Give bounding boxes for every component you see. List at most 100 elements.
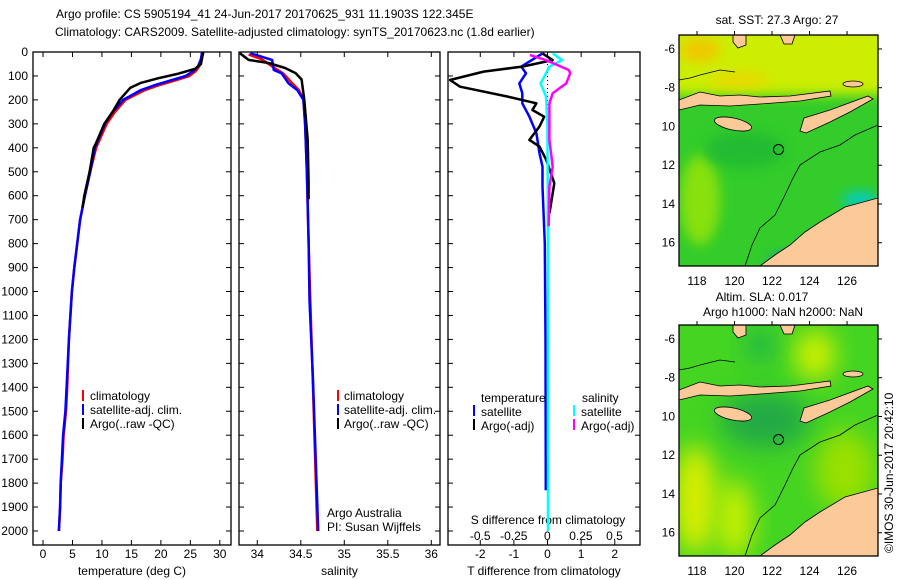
depth-tick-label: 2000 [1, 524, 28, 538]
land-mass-wetar [842, 370, 864, 378]
land-mass [779, 325, 796, 335]
depth-tick-label: 300 [8, 117, 28, 131]
sst-map [679, 35, 878, 266]
depth-tick-label: 100 [8, 69, 28, 83]
x-axis-label: T difference from climatology [467, 564, 621, 578]
credit-org: Argo Australia [327, 506, 402, 520]
depth-tick-label: 1500 [1, 404, 28, 418]
legend-label-argo: Argo(..raw -QC) [344, 417, 429, 431]
land-mass-sumba [713, 406, 753, 422]
x-tick-label: 15 [125, 547, 139, 561]
legend-label-s-argo: Argo(-adj) [581, 419, 634, 433]
x-tick-label: -1 [509, 547, 520, 561]
map2-subtitle: Argo h1000: NaN h2000: NaN [703, 305, 863, 319]
title-line-1: Argo profile: CS 5905194_41 24-Jun-2017 … [56, 7, 473, 21]
salinity-legend: climatology satellite-adj. clim. Argo(..… [327, 389, 436, 534]
bathymetry-contour [744, 414, 878, 556]
map-frame [678, 324, 879, 557]
map-frame [678, 34, 879, 267]
legend-label-climatology: climatology [344, 389, 404, 403]
legend-marker-t-satellite [473, 405, 475, 416]
x-tick-label: 25 [184, 547, 198, 561]
depth-tick-label: 600 [8, 189, 28, 203]
depth-tick-label: 400 [8, 141, 28, 155]
sla-high-patch [717, 480, 753, 556]
depth-tick-label: 900 [8, 261, 28, 275]
land-mass [799, 385, 874, 424]
sst-light-patch [680, 155, 720, 245]
land-mass-wetar [842, 80, 864, 88]
lon-tick-label: 120 [725, 274, 745, 288]
x-tick-label: 0 [40, 547, 47, 561]
lat-tick-label: 14 [662, 197, 676, 211]
sla-map [679, 325, 878, 556]
temperature-legend: climatology satellite-adj. clim. Argo(..… [82, 389, 182, 431]
lat-tick-label: 16 [662, 236, 676, 250]
x-tick-label: 1 [578, 547, 585, 561]
legend-label-satellite-adj: satellite-adj. clim. [90, 403, 182, 417]
land-mass [732, 35, 747, 49]
legend-label-argo: Argo(..raw -QC) [90, 417, 175, 431]
lat-tick-label: 10 [662, 119, 676, 133]
x-axis-label: salinity [321, 564, 358, 578]
series-line-climatology [57, 51, 204, 532]
timestamp: ©IMOS 30-Jun-2017 20:42:10 [882, 392, 896, 553]
lat-tick-label: 12 [662, 448, 676, 462]
lon-tick-label: 126 [837, 564, 857, 578]
lon-tick-label: 120 [725, 564, 745, 578]
x-tick-label: 5 [69, 547, 76, 561]
sst-warm-patch [680, 38, 720, 62]
lon-tick-label: 126 [837, 274, 857, 288]
legend-marker-climatology [337, 390, 339, 401]
lon-tick-label: 118 [687, 274, 706, 288]
sla-high-patch [795, 330, 835, 380]
salinity-panel: 34 34.5 35 35.5 36 salinity [238, 51, 441, 578]
series-line-salinity-satellite [539, 52, 564, 531]
bathymetry-contour [744, 124, 878, 266]
land-mass [759, 197, 878, 266]
argo-position-marker [773, 434, 784, 446]
series-line-satellite-adj-clim [57, 51, 204, 532]
depth-tick-label: 0 [21, 45, 28, 59]
map1-title: sat. SST: 27.3 Argo: 27 [716, 13, 839, 27]
difference-legend: temperature salinity satellite Argo(-adj… [473, 391, 634, 433]
title-line-2: Climatology: CARS2009. Satellite-adjuste… [55, 25, 535, 39]
x-tick-label: 34.5 [289, 547, 313, 561]
lat-tick-label: -6 [664, 332, 675, 346]
x-tick-label: 2 [611, 547, 618, 561]
legend-label-t-argo: Argo(-adj) [481, 419, 534, 433]
land-mass-sumba [713, 116, 753, 132]
land-mass [799, 95, 874, 134]
sla-low-patch [745, 327, 775, 363]
depth-tick-label: 1800 [1, 476, 28, 490]
land-mass [679, 90, 832, 111]
bathymetry-contour [679, 69, 736, 81]
legend-marker-s-argo [573, 419, 575, 430]
x-tick-label: 0 [544, 547, 551, 561]
legend-label-satellite-adj: satellite-adj. clim. [344, 403, 436, 417]
lat-tick-label: 14 [662, 487, 676, 501]
s-tick-label: 0.25 [569, 529, 593, 543]
series-line-temperature-argo-adj [448, 52, 556, 214]
sla-high-patch [815, 430, 875, 510]
legend-heading-temperature: temperature [481, 391, 546, 405]
sla-high-patch [679, 445, 717, 555]
bathymetry-contour [679, 359, 736, 371]
argo-position-marker [773, 144, 784, 156]
legend-marker-argo [82, 418, 84, 429]
legend-heading-salinity: salinity [582, 391, 619, 405]
land-mass [732, 325, 747, 339]
x-tick-label: 20 [154, 547, 168, 561]
x-tick-label: -2 [475, 547, 486, 561]
depth-tick-label: 1200 [1, 332, 28, 346]
x-tick-label: 35 [338, 547, 352, 561]
s-tick-label: 0.5 [606, 529, 623, 543]
series-line-salinity-argo-adj [529, 53, 572, 227]
temperature-axes-frame [32, 51, 232, 546]
lat-tick-label: 12 [662, 158, 676, 172]
temperature-panel: 0 5 10 15 20 25 30 temperature (deg C) 0 100 200 30… [1, 45, 232, 578]
land-mass [679, 380, 832, 401]
series-line-temperature-satellite [518, 52, 548, 491]
sst-cool-patch [705, 132, 785, 168]
